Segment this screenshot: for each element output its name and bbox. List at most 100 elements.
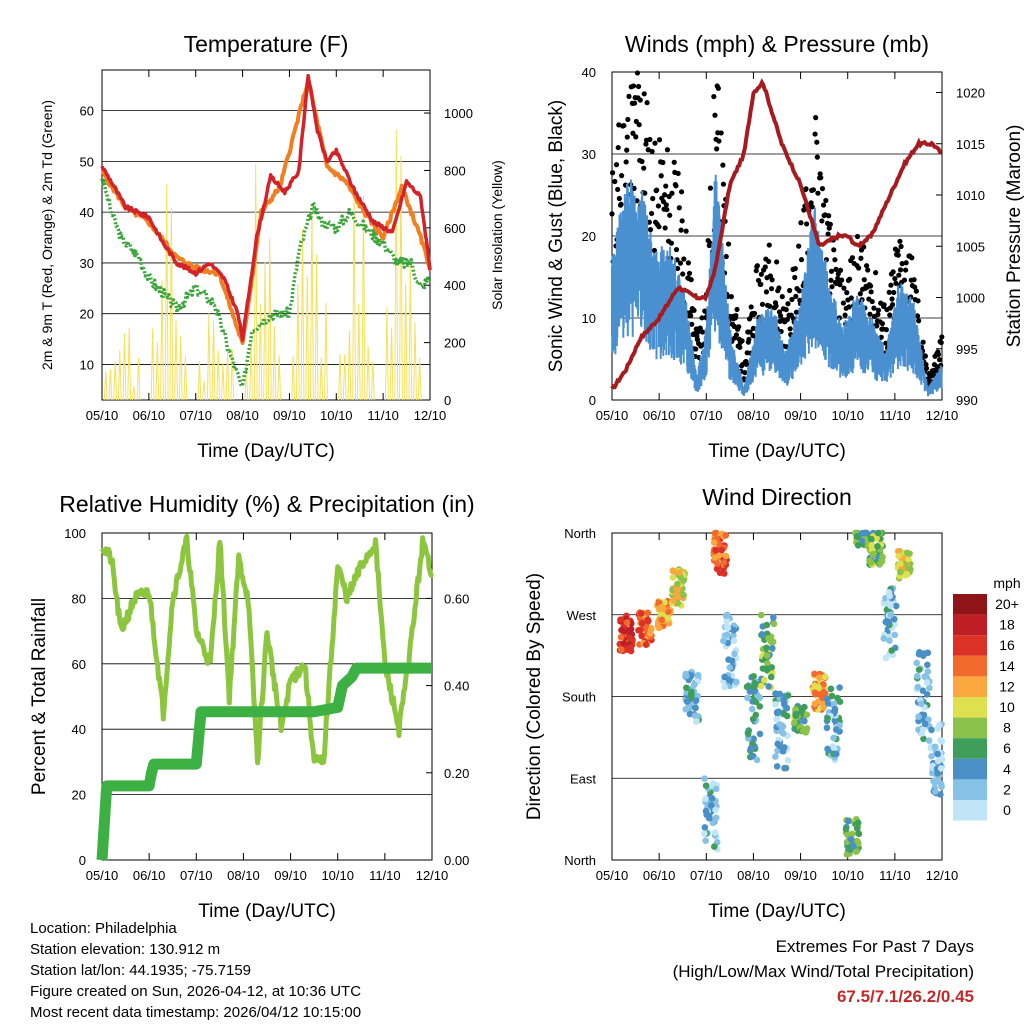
winds-gust-point <box>842 312 848 318</box>
direction-point <box>664 608 672 616</box>
direction-point <box>747 745 755 752</box>
direction-point <box>688 688 695 696</box>
direction-point <box>725 676 733 684</box>
winds-gust-point <box>662 225 668 231</box>
direction-point <box>723 617 730 625</box>
winds-gust-point <box>911 277 917 283</box>
direction-point <box>828 692 836 700</box>
winds-gust-point <box>881 302 887 308</box>
humidity-xtick-label: 07/10 <box>180 868 213 883</box>
direction-point <box>882 654 890 662</box>
direction-point <box>823 724 831 732</box>
temperature-xtick-label: 08/10 <box>226 408 259 423</box>
direction-point <box>644 609 652 617</box>
winds-gust-point <box>689 321 695 327</box>
direction-xtick-label: 05/10 <box>596 868 629 883</box>
humidity-ytick-label: 60 <box>72 657 86 672</box>
direction-point <box>913 672 921 680</box>
winds-gust-point <box>664 206 670 213</box>
winds-gust-point <box>652 140 658 146</box>
direction-point <box>713 565 721 573</box>
direction-point <box>784 692 792 699</box>
extremes-subtitle: (High/Low/Max Wind/Total Precipitation) <box>672 962 974 981</box>
direction-point <box>676 569 683 576</box>
humidity-ytick-label: 80 <box>72 591 86 606</box>
winds-xtick-label: 07/10 <box>690 408 723 423</box>
direction-point <box>627 647 635 655</box>
winds-gust-point <box>813 115 819 121</box>
winds-gust-point <box>939 334 945 340</box>
winds-gust-point <box>712 112 718 118</box>
winds-xtick-label: 12/10 <box>926 408 959 423</box>
direction-point <box>756 703 764 710</box>
winds-gust-point <box>846 304 852 310</box>
direction-point <box>730 626 738 634</box>
winds-gust-point <box>897 238 903 244</box>
winds-gust-point <box>650 195 656 202</box>
winds-gust-point <box>768 286 775 292</box>
winds-gust-point <box>718 130 724 136</box>
direction-point <box>811 700 819 707</box>
winds-gust-point <box>914 313 921 319</box>
temperature-ytick-label: 20 <box>80 307 94 322</box>
winds-title: Winds (mph) & Pressure (mb) <box>625 31 929 57</box>
winds-gust-point <box>755 277 762 284</box>
direction-point <box>769 638 777 646</box>
humidity-precip-line <box>96 662 432 861</box>
winds-gust-point <box>936 357 943 363</box>
winds-gust-point <box>787 287 793 294</box>
direction-point <box>884 619 891 627</box>
winds-gust-point <box>888 282 894 288</box>
winds-gust-point <box>720 181 727 187</box>
latlon-text: Station lat/lon: 44.1935; -75.7159 <box>30 962 252 979</box>
direction-point <box>779 723 787 730</box>
winds-gust-point <box>857 291 863 297</box>
winds-gust-point <box>694 336 701 343</box>
winds-gust-point <box>643 141 649 147</box>
direction-point <box>930 777 937 785</box>
legend-swatch <box>953 758 987 780</box>
winds-gust-point <box>766 258 772 265</box>
winds-gust-point <box>808 200 814 206</box>
direction-point <box>644 617 652 625</box>
winds-ytick-right-label: 1010 <box>956 188 985 203</box>
winds-gust-point <box>626 93 632 99</box>
humidity-ytick-label: 100 <box>64 526 86 541</box>
direction-point <box>895 552 902 560</box>
winds-gust-point <box>686 270 693 276</box>
winds-ytick-right-label: 1015 <box>956 137 985 152</box>
humidity-xtick-label: 05/10 <box>86 868 119 883</box>
direction-point <box>617 633 625 641</box>
winds-gust-point <box>630 83 637 89</box>
winds-gust-point <box>922 353 929 359</box>
direction-point <box>764 660 771 667</box>
winds-gust-point <box>903 267 909 273</box>
winds-gust-point <box>681 256 687 262</box>
winds-gust-point <box>798 220 804 226</box>
direction-point <box>937 765 945 772</box>
direction-point <box>712 546 720 554</box>
humidity-plot-frame <box>101 532 433 861</box>
winds-gust-point <box>625 116 631 123</box>
direction-point <box>931 743 939 751</box>
winds-gust-point <box>714 146 720 152</box>
winds-gust-point <box>639 158 645 165</box>
winds-gust-point <box>655 203 661 209</box>
direction-point <box>891 631 899 639</box>
winds-gust-point <box>899 261 905 267</box>
direction-point <box>854 533 861 541</box>
winds-gust-point <box>793 293 799 299</box>
direction-point <box>617 646 625 654</box>
winds-gust-point <box>819 218 825 224</box>
direction-point <box>844 817 852 825</box>
direction-point <box>868 541 876 549</box>
direction-point <box>779 747 787 755</box>
direction-point <box>692 718 700 725</box>
winds-gust-point <box>675 170 681 177</box>
winds-gust-point <box>613 162 620 168</box>
winds-gust-point <box>644 100 650 106</box>
winds-gust-point <box>858 255 864 261</box>
winds-gust-point <box>642 190 648 196</box>
winds-gust-point <box>746 316 753 322</box>
winds-gust-point <box>716 138 722 144</box>
